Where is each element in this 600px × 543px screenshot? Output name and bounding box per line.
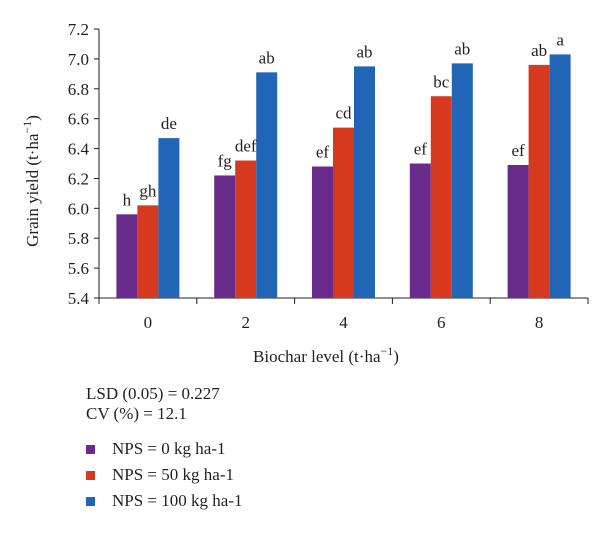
grain-yield-chart: 5.4 5.6 5.8 6.0 6.2 6.4 6.6 6.8 7.0 7.2 0 2 4 6 8 h gh d… — [20, 20, 589, 366]
bar — [549, 54, 571, 299]
bar — [409, 163, 431, 298]
bar-significance-label: ef — [316, 142, 330, 161]
bar — [137, 205, 159, 298]
statistics-notes: LSD (0.05) = 0.227 CV (%) = 12.1 — [86, 384, 220, 424]
x-axis-title: Biochar level (t·ha−1) — [253, 344, 399, 366]
legend-swatch — [86, 496, 95, 506]
bar — [235, 160, 257, 298]
y-tick-label: 6.8 — [68, 80, 89, 99]
y-tick-label: 6.4 — [68, 140, 90, 159]
lsd-note: LSD (0.05) = 0.227 — [86, 384, 220, 403]
bar-significance-label: fg — [218, 151, 233, 170]
bar-significance-label: de — [161, 114, 177, 133]
legend-swatch — [86, 444, 95, 454]
bar — [214, 175, 236, 298]
bar — [333, 127, 354, 298]
bar-significance-label: ab — [259, 48, 275, 67]
x-tick-label: 0 — [144, 313, 153, 332]
y-axis-title: Grain yield (t·ha−1) — [20, 115, 42, 247]
bar-significance-label: cd — [335, 104, 352, 123]
legend: NPS = 0 kg ha-1 NPS = 50 kg ha-1 NPS = 1… — [86, 436, 242, 514]
axes: 5.4 5.6 5.8 6.0 6.2 6.4 6.6 6.8 7.0 7.2 0 2 4 6 8 — [68, 20, 589, 332]
bar — [116, 214, 138, 298]
bar-significance-label: gh — [139, 181, 157, 200]
legend-label: NPS = 50 kg ha-1 — [112, 465, 234, 484]
bar — [312, 166, 333, 298]
bar — [507, 164, 529, 298]
bar-significance-label: ab — [454, 39, 470, 58]
legend-item-nps-50: NPS = 50 kg ha-1 — [86, 462, 242, 488]
bars — [116, 54, 571, 299]
bar-significance-label: ab — [531, 41, 547, 60]
y-tick-label: 6.0 — [68, 199, 89, 218]
y-tick-label: 6.6 — [68, 110, 89, 129]
y-tick-label: 5.6 — [68, 259, 89, 278]
bar — [256, 72, 278, 298]
bar — [354, 66, 375, 298]
y-tick-label: 5.4 — [68, 289, 90, 308]
legend-label: NPS = 100 kg ha-1 — [112, 491, 243, 510]
x-tick-label: 8 — [535, 313, 544, 332]
y-tick-label: 6.2 — [68, 169, 89, 188]
bar — [158, 138, 180, 298]
bar-significance-label: a — [556, 30, 564, 49]
y-tick-label: 7.2 — [68, 20, 89, 39]
x-tick-label: 6 — [437, 313, 446, 332]
legend-swatch — [86, 470, 95, 480]
bar — [528, 64, 550, 298]
bar — [430, 96, 452, 298]
cv-note: CV (%) = 12.1 — [86, 404, 187, 423]
x-tick-label: 4 — [339, 313, 348, 332]
bar-significance-label: ef — [511, 141, 525, 160]
bar-significance-label: ab — [356, 42, 372, 61]
y-tick-label: 5.8 — [68, 229, 89, 248]
legend-item-nps-100: NPS = 100 kg ha-1 — [86, 488, 242, 514]
bar-significance-label: def — [235, 137, 257, 156]
bar — [451, 63, 473, 298]
bar-significance-label: h — [123, 190, 132, 209]
legend-label: NPS = 0 kg ha-1 — [112, 439, 226, 458]
x-tick-label: 2 — [241, 313, 250, 332]
y-tick-label: 7.0 — [68, 50, 89, 69]
legend-item-nps-0: NPS = 0 kg ha-1 — [86, 436, 242, 462]
bar-significance-label: bc — [433, 72, 450, 91]
bar-significance-label: ef — [414, 140, 428, 159]
